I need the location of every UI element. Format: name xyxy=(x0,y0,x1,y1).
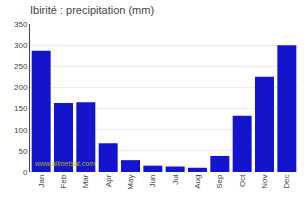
svg-text:www.allmetsat.com: www.allmetsat.com xyxy=(35,160,95,167)
svg-text:May: May xyxy=(126,175,135,190)
svg-text:Oct: Oct xyxy=(238,174,247,187)
svg-text:100: 100 xyxy=(14,126,28,135)
svg-text:Sep: Sep xyxy=(215,174,224,189)
svg-text:Ibirité : precipitation (mm): Ibirité : precipitation (mm) xyxy=(30,4,154,16)
svg-text:0: 0 xyxy=(23,168,28,177)
svg-text:150: 150 xyxy=(14,104,28,113)
svg-text:Apr: Apr xyxy=(104,174,113,187)
svg-text:Mar: Mar xyxy=(81,174,90,188)
svg-text:Aug: Aug xyxy=(193,175,202,189)
svg-text:Dec: Dec xyxy=(282,175,291,189)
svg-text:50: 50 xyxy=(18,147,27,156)
svg-text:Nov: Nov xyxy=(260,175,269,189)
svg-text:350: 350 xyxy=(14,20,28,29)
svg-text:Jun: Jun xyxy=(148,175,157,188)
svg-text:300: 300 xyxy=(14,41,28,50)
svg-text:250: 250 xyxy=(14,62,28,71)
svg-text:200: 200 xyxy=(14,83,28,92)
svg-text:Jul: Jul xyxy=(171,174,180,184)
svg-text:Feb: Feb xyxy=(59,174,68,188)
svg-text:Jan: Jan xyxy=(37,175,46,188)
